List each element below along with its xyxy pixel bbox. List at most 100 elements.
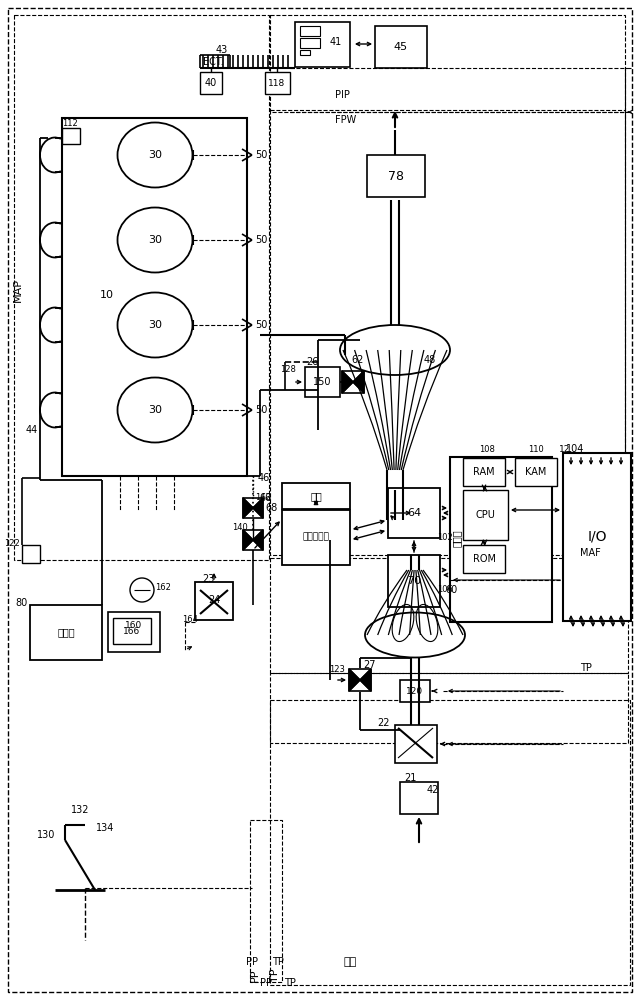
Polygon shape: [253, 530, 263, 550]
Circle shape: [130, 578, 154, 602]
Text: 42: 42: [427, 785, 440, 795]
Bar: [342, 371, 364, 393]
Text: 164: 164: [182, 615, 198, 624]
Text: TP: TP: [284, 978, 296, 988]
Text: 27: 27: [364, 660, 376, 670]
Text: 30: 30: [148, 405, 162, 415]
Text: TP: TP: [580, 663, 592, 673]
Bar: [113, 618, 151, 644]
Bar: [62, 128, 80, 144]
Text: 70: 70: [407, 576, 421, 586]
Bar: [270, 15, 625, 112]
Bar: [375, 26, 427, 68]
Text: 166: 166: [124, 626, 141, 636]
Ellipse shape: [118, 292, 193, 358]
Text: 80: 80: [16, 598, 28, 608]
Text: 66: 66: [260, 493, 272, 503]
Text: I/O: I/O: [588, 530, 607, 544]
Text: PP: PP: [260, 978, 272, 988]
Text: PIP: PIP: [335, 90, 350, 100]
Bar: [300, 26, 320, 36]
Bar: [22, 545, 40, 563]
Text: 102: 102: [437, 532, 453, 542]
Text: 22: 22: [378, 718, 390, 728]
Polygon shape: [243, 530, 253, 550]
Text: ROM: ROM: [472, 554, 495, 564]
Text: MAP: MAP: [13, 278, 23, 302]
Bar: [243, 498, 263, 518]
Text: 涡轮驱动器: 涡轮驱动器: [303, 532, 330, 542]
Text: 30: 30: [148, 150, 162, 160]
Text: 41: 41: [330, 37, 342, 47]
Text: 78: 78: [388, 169, 404, 182]
Text: 24: 24: [208, 595, 220, 605]
Bar: [270, 558, 628, 673]
Ellipse shape: [118, 122, 193, 188]
Bar: [367, 155, 425, 197]
Text: 128: 128: [280, 365, 296, 374]
Text: 104: 104: [566, 444, 584, 454]
Text: 45: 45: [394, 42, 408, 52]
Text: TP: TP: [270, 968, 280, 982]
Polygon shape: [243, 498, 253, 518]
Text: 50: 50: [255, 150, 268, 160]
Bar: [463, 545, 505, 573]
Polygon shape: [349, 669, 360, 691]
Text: 142: 142: [255, 493, 271, 502]
Text: 110: 110: [528, 446, 544, 454]
Text: 160: 160: [125, 620, 143, 630]
Text: 44: 44: [26, 425, 38, 435]
Bar: [450, 457, 552, 622]
Bar: [515, 458, 557, 486]
Polygon shape: [360, 669, 371, 691]
Bar: [200, 72, 222, 94]
Bar: [62, 118, 247, 476]
Text: 118: 118: [268, 79, 285, 88]
Text: 30: 30: [148, 320, 162, 330]
Bar: [282, 483, 350, 509]
Text: 10: 10: [100, 290, 114, 300]
Bar: [265, 72, 290, 94]
Bar: [463, 458, 505, 486]
Bar: [395, 725, 437, 763]
Text: 68: 68: [266, 503, 278, 513]
Polygon shape: [353, 371, 364, 393]
Text: 50: 50: [255, 320, 268, 330]
Text: ECT.: ECT.: [203, 57, 223, 67]
Text: PP: PP: [246, 957, 258, 967]
Bar: [400, 680, 430, 702]
Text: TP: TP: [272, 957, 284, 967]
Text: 122: 122: [4, 538, 20, 548]
Text: 64: 64: [407, 508, 421, 518]
Text: FPW: FPW: [335, 115, 356, 125]
Text: 120: 120: [406, 686, 424, 696]
Bar: [563, 453, 631, 621]
Bar: [305, 367, 340, 397]
Text: PP: PP: [250, 968, 260, 982]
Text: 26: 26: [306, 357, 318, 367]
Text: 43: 43: [216, 45, 228, 55]
Bar: [195, 582, 233, 620]
Bar: [400, 782, 438, 814]
Bar: [243, 530, 263, 550]
Bar: [30, 605, 102, 660]
Bar: [388, 555, 440, 607]
Bar: [349, 669, 371, 691]
Text: 48: 48: [424, 355, 436, 365]
Text: 12: 12: [559, 444, 571, 454]
Bar: [270, 110, 625, 555]
Text: 132: 132: [71, 805, 89, 815]
Bar: [250, 820, 282, 982]
Text: 162: 162: [155, 582, 171, 591]
Text: 50: 50: [255, 235, 268, 245]
Ellipse shape: [118, 377, 193, 442]
Text: 134: 134: [96, 823, 114, 833]
Polygon shape: [342, 371, 353, 393]
Bar: [463, 490, 508, 540]
Bar: [14, 15, 269, 560]
Text: 50: 50: [255, 405, 268, 415]
Text: 21: 21: [404, 773, 416, 783]
Bar: [270, 700, 630, 985]
Text: 40: 40: [205, 78, 217, 88]
Text: 30: 30: [148, 235, 162, 245]
